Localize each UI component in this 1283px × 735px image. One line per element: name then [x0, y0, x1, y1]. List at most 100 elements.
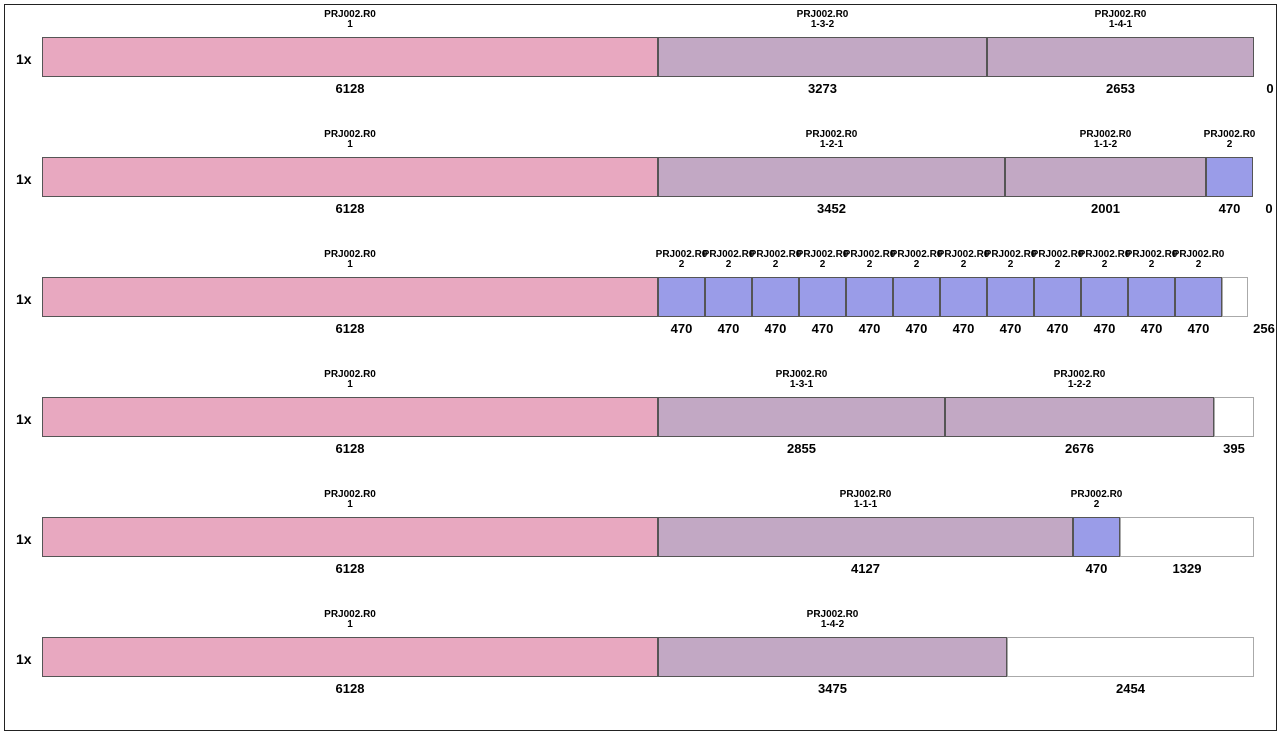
part-id: 1 — [347, 379, 353, 390]
stock-bar-row: 1x PRJ002.R0 1 6128 PRJ002.R0 1-3-2 3273 PRJ002… — [0, 9, 1283, 119]
waste-segment — [1214, 397, 1254, 437]
part-label: PRJ002.R0 1-1-1 — [840, 490, 892, 510]
stock-bar-row: 1x PRJ002.R0 1 6128 PRJ002.R0 1-4-2 3475 2454 — [0, 609, 1283, 719]
part-id: 1 — [347, 259, 353, 270]
part-segment[interactable] — [42, 157, 658, 197]
part-name: PRJ002.R0 — [749, 249, 802, 260]
segment-length: 470 — [811, 321, 834, 336]
part-label: PRJ002.R0 1-2-2 — [1054, 370, 1106, 390]
part-id: 1-4-2 — [820, 619, 845, 630]
part-name: PRJ002.R0 — [1203, 129, 1256, 140]
segment-length: 3475 — [818, 681, 847, 696]
part-segment[interactable] — [658, 277, 705, 317]
part-name: PRJ002.R0 — [702, 249, 755, 260]
part-segment[interactable] — [940, 277, 987, 317]
segment-length: 2653 — [1106, 81, 1135, 96]
part-segment[interactable] — [658, 637, 1007, 677]
segment-length: 6128 — [335, 81, 365, 96]
part-segment[interactable] — [1005, 157, 1206, 197]
part-label: PRJ002.R0 1-2-1 — [806, 130, 858, 150]
part-id: 1-1-1 — [853, 499, 878, 510]
part-label: PRJ002.R0 1-4-1 — [1095, 10, 1147, 30]
part-segment[interactable] — [1034, 277, 1081, 317]
part-segment[interactable] — [658, 397, 945, 437]
part-name: PRJ002.R0 — [1053, 369, 1106, 380]
part-name: PRJ002.R0 — [805, 129, 858, 140]
part-id: 1-2-2 — [1067, 379, 1092, 390]
part-name: PRJ002.R0 — [1094, 9, 1147, 20]
part-name: PRJ002.R0 — [1079, 129, 1132, 140]
segment-length: 0 — [1265, 201, 1273, 216]
part-segment[interactable] — [799, 277, 846, 317]
waste-segment — [1007, 637, 1254, 677]
part-name: PRJ002.R0 — [806, 609, 859, 620]
part-segment[interactable] — [987, 37, 1254, 77]
cutting-diagram-frame — [4, 4, 1277, 731]
segment-length: 470 — [1187, 321, 1210, 336]
part-segment[interactable] — [658, 37, 987, 77]
part-name: PRJ002.R0 — [324, 489, 376, 500]
part-segment[interactable] — [42, 277, 658, 317]
part-name: PRJ002.R0 — [324, 9, 376, 20]
segment-length: 2855 — [787, 441, 816, 456]
part-segment[interactable] — [1206, 157, 1253, 197]
part-segment[interactable] — [42, 37, 658, 77]
part-segment[interactable] — [658, 157, 1005, 197]
part-name: PRJ002.R0 — [775, 369, 828, 380]
part-label: PRJ002.R0 1 — [324, 370, 376, 390]
part-segment[interactable] — [1073, 517, 1120, 557]
part-id: 2 — [1007, 259, 1014, 270]
part-segment[interactable] — [893, 277, 940, 317]
segment-length: 470 — [905, 321, 928, 336]
segment-length: 0 — [1266, 81, 1274, 96]
segment-length: 3452 — [817, 201, 846, 216]
part-label: PRJ002.R0 2 — [938, 250, 990, 270]
part-id: 1 — [347, 19, 353, 30]
segment-length: 470 — [717, 321, 740, 336]
stock-bar-row: 1x PRJ002.R0 1 6128 PRJ002.R0 2 470 PRJ002.R0 2 4… — [0, 249, 1283, 359]
segment-length: 470 — [999, 321, 1022, 336]
part-segment[interactable] — [846, 277, 893, 317]
part-label: PRJ002.R0 2 — [656, 250, 708, 270]
part-id: 2 — [913, 259, 920, 270]
part-label: PRJ002.R0 2 — [1071, 490, 1123, 510]
part-segment[interactable] — [42, 637, 658, 677]
part-id: 2 — [819, 259, 826, 270]
part-label: PRJ002.R0 1 — [324, 250, 376, 270]
part-name: PRJ002.R0 — [324, 369, 376, 380]
part-label: PRJ002.R0 2 — [985, 250, 1037, 270]
bar-quantity: 1x — [16, 411, 32, 427]
segment-length: 470 — [1085, 561, 1108, 576]
segment-length: 6128 — [335, 441, 365, 456]
part-label: PRJ002.R0 1-3-2 — [797, 10, 849, 30]
segment-length: 470 — [952, 321, 975, 336]
part-label: PRJ002.R0 1 — [324, 10, 376, 30]
part-name: PRJ002.R0 — [1070, 489, 1123, 500]
part-segment[interactable] — [1128, 277, 1175, 317]
part-segment[interactable] — [42, 397, 658, 437]
part-segment[interactable] — [658, 517, 1073, 557]
part-name: PRJ002.R0 — [984, 249, 1037, 260]
part-name: PRJ002.R0 — [1078, 249, 1131, 260]
part-name: PRJ002.R0 — [796, 9, 849, 20]
bar-quantity: 1x — [16, 651, 32, 667]
part-label: PRJ002.R0 2 — [703, 250, 755, 270]
part-id: 2 — [1093, 499, 1100, 510]
part-label: PRJ002.R0 2 — [1079, 250, 1131, 270]
part-id: 2 — [725, 259, 732, 270]
part-name: PRJ002.R0 — [1125, 249, 1178, 260]
part-name: PRJ002.R0 — [324, 129, 376, 140]
part-label: PRJ002.R0 2 — [891, 250, 943, 270]
part-segment[interactable] — [42, 517, 658, 557]
waste-segment — [1222, 277, 1248, 317]
segment-length: 6128 — [335, 321, 365, 336]
part-id: 2 — [772, 259, 779, 270]
part-segment[interactable] — [987, 277, 1034, 317]
part-segment[interactable] — [1081, 277, 1128, 317]
part-label: PRJ002.R0 2 — [1173, 250, 1225, 270]
part-segment[interactable] — [945, 397, 1214, 437]
part-segment[interactable] — [1175, 277, 1222, 317]
part-segment[interactable] — [752, 277, 799, 317]
part-name: PRJ002.R0 — [1172, 249, 1225, 260]
part-segment[interactable] — [705, 277, 752, 317]
